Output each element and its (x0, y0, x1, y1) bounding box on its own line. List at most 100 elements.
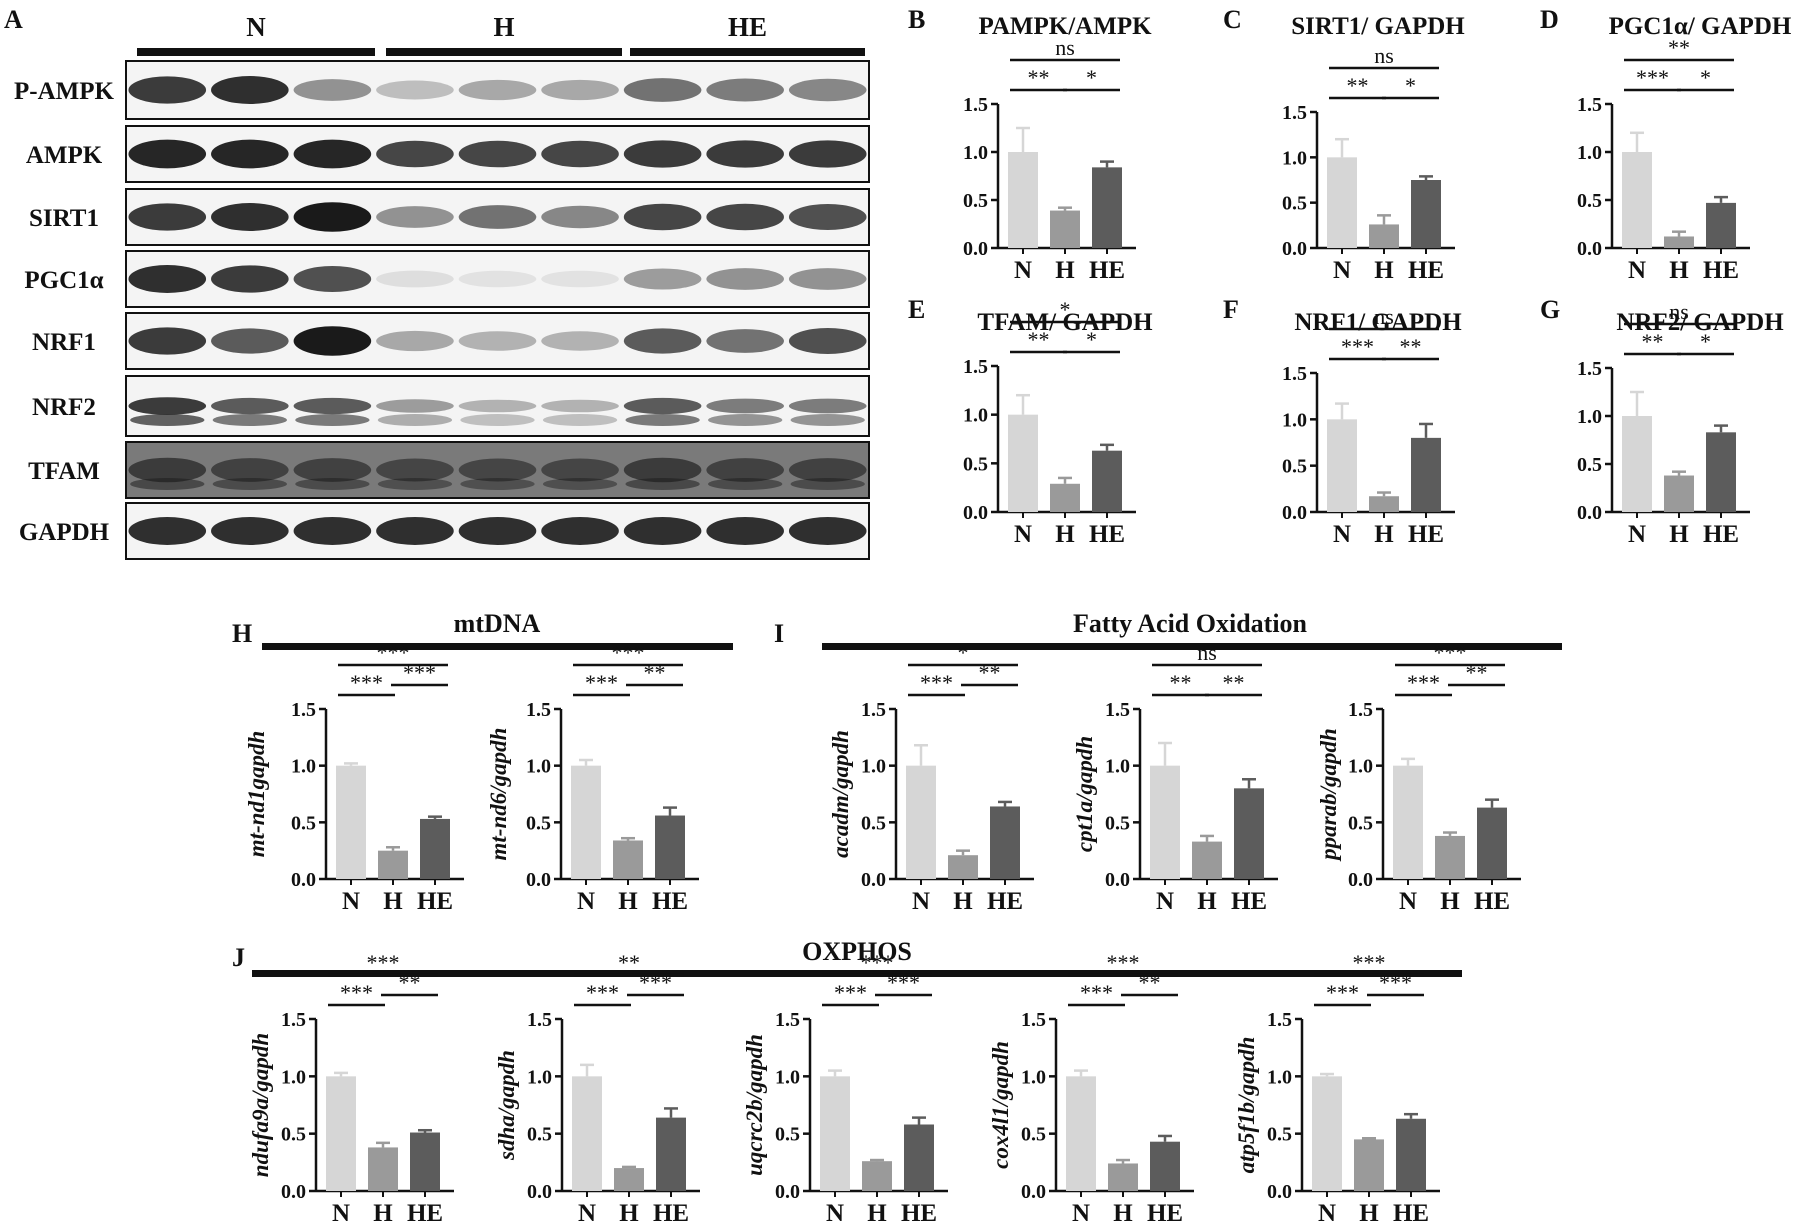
significance-label: ** (1223, 670, 1245, 695)
x-tick-label: N (826, 1200, 844, 1227)
blot-band (211, 203, 289, 231)
y-axis-label: uqcrc2b/gapdh (742, 1034, 767, 1176)
x-tick-label: N (1628, 521, 1646, 548)
significance-label: * (1405, 73, 1416, 98)
y-tick-label: 0.0 (861, 869, 886, 891)
blot-band (460, 414, 535, 426)
blot-group-label: H (493, 12, 514, 42)
significance-label: *** (1080, 980, 1113, 1005)
blot-band (541, 399, 619, 413)
bar-H (1664, 475, 1694, 512)
chart-11: 0.00.51.01.5N H HE********pparab/gapdh (1316, 640, 1521, 915)
blot-band (376, 458, 454, 482)
group-header-bar (262, 643, 733, 650)
y-tick-label: 0.5 (291, 812, 316, 834)
y-tick-label: 0.0 (1577, 502, 1602, 524)
bar-HE (1234, 788, 1264, 879)
blot-band (788, 328, 867, 354)
y-tick-label: 0.5 (281, 1124, 306, 1146)
panel-letter: F (1223, 295, 1239, 324)
significance-label: ** (1028, 65, 1050, 90)
x-tick-label: HE (417, 888, 453, 915)
blot-band (293, 397, 372, 415)
bar-HE (1477, 807, 1507, 879)
y-tick-label: 1.0 (1021, 1066, 1046, 1088)
blot-row-label: NRF2 (32, 394, 96, 421)
y-tick-label: 0.5 (1282, 193, 1307, 215)
blot-band (541, 79, 619, 101)
blot-band (458, 270, 537, 288)
x-tick-label: N (1014, 521, 1032, 548)
x-tick-label: HE (987, 888, 1023, 915)
y-tick-label: 0.5 (1577, 454, 1602, 476)
blot-band (128, 76, 207, 104)
chart-7: H0.00.51.01.5N H HE*********mt-nd1gapdh (232, 619, 464, 915)
x-tick-label: N (332, 1200, 350, 1227)
blot-band (623, 203, 702, 231)
significance-label: ** (979, 660, 1001, 685)
panel-letter-A: A (4, 5, 23, 34)
x-tick-label: H (383, 888, 403, 915)
y-tick-label: 1.5 (1267, 1009, 1292, 1031)
y-tick-label: 1.5 (1348, 699, 1373, 721)
significance-label: ** (1642, 329, 1664, 354)
y-tick-label: 1.5 (1577, 94, 1602, 116)
blot-band (623, 397, 702, 415)
blot-band (460, 478, 535, 490)
bar-H (614, 1168, 644, 1191)
y-axis-label: atp5f1b/gapdh (1234, 1037, 1259, 1174)
x-tick-label: HE (1089, 521, 1125, 548)
significance-label: *** (861, 950, 894, 975)
y-tick-label: 1.5 (526, 699, 551, 721)
x-tick-label: H (1374, 521, 1394, 548)
bar-H (368, 1147, 398, 1191)
y-tick-label: 1.5 (1105, 699, 1130, 721)
y-tick-label: 0.5 (775, 1124, 800, 1146)
bar-N (906, 765, 936, 879)
blot-band (458, 205, 537, 229)
blot-band (788, 517, 867, 545)
y-tick-label: 1.0 (527, 1066, 552, 1088)
y-tick-label: 0.5 (963, 453, 988, 475)
blot-band (788, 140, 867, 168)
y-tick-label: 0.0 (526, 869, 551, 891)
blot-band (128, 517, 207, 545)
bar-N (1327, 419, 1357, 512)
y-tick-label: 1.5 (291, 699, 316, 721)
chart-title: PGC1α/ GAPDH (1609, 13, 1792, 40)
significance-label: *** (1379, 970, 1412, 995)
y-tick-label: 0.0 (963, 238, 988, 260)
blot-band (293, 79, 372, 101)
y-tick-label: 0.5 (1105, 812, 1130, 834)
y-axis-label: mt-nd6/gapdh (486, 728, 511, 861)
panel-letter: C (1223, 5, 1242, 34)
x-tick-label: H (618, 888, 638, 915)
y-tick-label: 1.5 (1282, 102, 1307, 124)
blot-band (458, 79, 537, 101)
bar-HE (990, 806, 1020, 879)
x-tick-label: N (342, 888, 360, 915)
x-tick-label: HE (1147, 1200, 1183, 1227)
x-tick-label: HE (1231, 888, 1267, 915)
chart-title: PAMPK/AMPK (978, 13, 1152, 40)
significance-label: * (1086, 327, 1097, 352)
x-tick-label: N (577, 888, 595, 915)
y-tick-label: 1.5 (1282, 363, 1307, 385)
y-axis-label: sdha/gapdh (494, 1050, 519, 1161)
significance-label: *** (377, 640, 410, 665)
blot-band (623, 517, 702, 545)
x-tick-label: H (373, 1200, 393, 1227)
y-tick-label: 0.0 (1348, 869, 1373, 891)
bar-HE (1411, 437, 1441, 512)
blot-group-label: N (246, 12, 266, 42)
x-tick-label: N (912, 888, 930, 915)
y-tick-label: 1.0 (291, 756, 316, 778)
y-tick-label: 1.5 (775, 1009, 800, 1031)
blot-band (458, 331, 537, 351)
y-tick-label: 1.5 (1021, 1009, 1046, 1031)
blot-band (376, 270, 454, 288)
significance-label: *** (1341, 334, 1374, 359)
